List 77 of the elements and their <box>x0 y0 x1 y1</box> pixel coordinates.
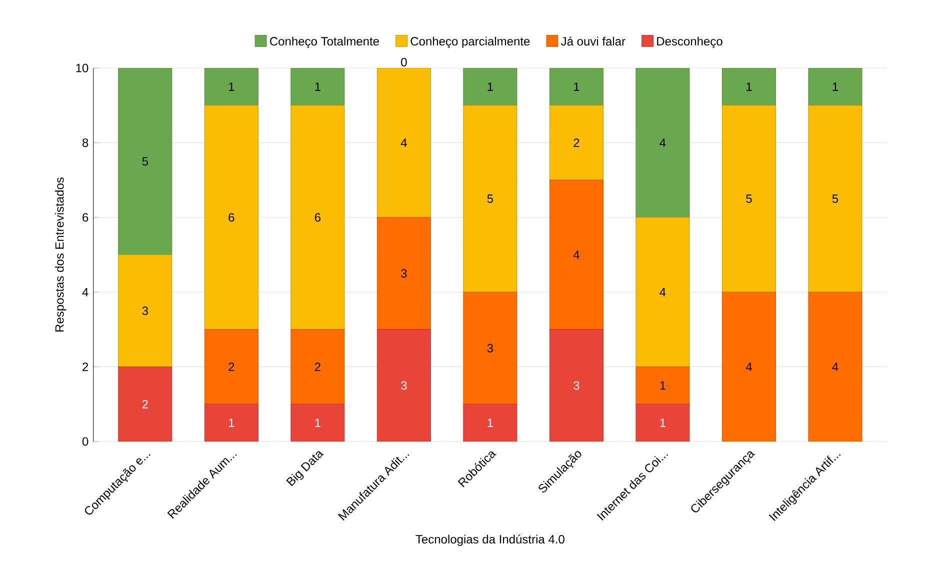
data-label: 1 <box>228 82 234 91</box>
bar <box>808 105 862 292</box>
data-label: 1 <box>660 381 666 390</box>
y-tick-label: 4 <box>82 288 88 296</box>
y-tick-label: 6 <box>82 213 88 222</box>
data-label: 4 <box>573 250 580 259</box>
bar <box>204 105 258 330</box>
bar <box>118 68 172 255</box>
data-label: 1 <box>574 82 580 91</box>
bar <box>549 105 604 180</box>
legend-label: Conheço Totalmente <box>270 36 379 48</box>
data-label: 1 <box>660 418 666 427</box>
bar <box>376 329 431 442</box>
y-tick-label: 0 <box>82 437 88 446</box>
bar <box>549 329 604 442</box>
legend-label: Desconheço <box>657 36 722 48</box>
bar <box>808 68 862 106</box>
data-label: 1 <box>228 418 234 427</box>
bar <box>290 68 345 106</box>
data-label: 1 <box>488 82 493 91</box>
data-label: 6 <box>228 213 234 222</box>
bar <box>376 217 431 330</box>
data-label: 5 <box>142 157 148 166</box>
data-label: 2 <box>314 362 320 371</box>
data-label: 4 <box>400 138 407 147</box>
data-label: 4 <box>660 138 666 147</box>
data-label: 3 <box>142 306 148 315</box>
bar <box>722 68 776 106</box>
bar <box>463 292 518 404</box>
bar <box>118 366 172 442</box>
bar <box>636 366 690 404</box>
bar <box>636 68 690 218</box>
bar <box>636 404 690 442</box>
data-label: 3 <box>401 381 407 390</box>
data-label: 4 <box>746 362 752 371</box>
bar <box>463 404 518 442</box>
bar <box>549 68 604 106</box>
y-tick-label: 8 <box>82 138 88 147</box>
bar <box>722 105 776 292</box>
y-tick-label: 10 <box>76 64 88 72</box>
bar <box>722 292 776 442</box>
y-axis-title: Respostas dos Entrevistados <box>54 177 66 332</box>
data-label: 3 <box>401 269 407 278</box>
x-axis-title: Tecnologias da Indústria 4.0 <box>416 534 564 546</box>
legend-label: Conheço parcialmente <box>410 36 530 48</box>
bar <box>204 404 258 442</box>
bar <box>376 68 431 218</box>
bar <box>808 292 862 442</box>
y-tick-label: 2 <box>82 362 88 371</box>
data-label: 1 <box>488 418 493 427</box>
data-label: 3 <box>574 381 580 390</box>
bar <box>463 68 518 106</box>
data-label: 4 <box>832 362 838 371</box>
data-label: 1 <box>746 82 752 91</box>
data-label: 2 <box>142 400 148 408</box>
bar <box>463 105 518 292</box>
data-label: 5 <box>746 194 752 203</box>
bar <box>204 68 258 106</box>
data-label: 3 <box>487 344 493 352</box>
data-label: 2 <box>228 362 234 371</box>
data-label: 4 <box>660 288 666 296</box>
bar <box>290 105 345 330</box>
data-label: 2 <box>574 138 580 147</box>
data-label: 6 <box>314 213 320 222</box>
legend-label: Já ouvi falar <box>561 36 626 46</box>
bar <box>290 329 345 404</box>
bar <box>549 180 604 330</box>
bar <box>204 329 258 404</box>
bar <box>636 217 690 367</box>
data-label: 1 <box>315 82 320 91</box>
data-label: 1 <box>315 418 320 427</box>
data-label: 0 <box>401 58 407 66</box>
data-label: 5 <box>832 194 838 203</box>
data-label: 5 <box>487 194 494 203</box>
bar <box>290 404 345 442</box>
data-label: 1 <box>832 82 838 91</box>
bar <box>118 254 172 367</box>
